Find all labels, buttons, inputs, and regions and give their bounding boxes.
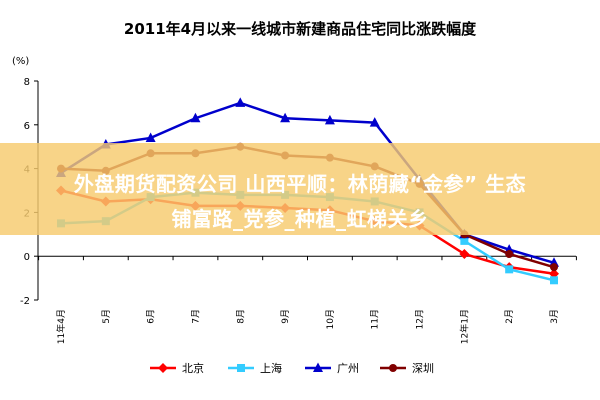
legend-label: 广州 (337, 362, 359, 375)
x-tick-label: 12年1月 (458, 309, 470, 344)
y-axis-label: (%) (12, 56, 29, 67)
data-point (324, 114, 335, 125)
data-point (505, 250, 514, 259)
y-tick-label: -2 (20, 296, 30, 307)
x-tick-label: 9月 (280, 309, 291, 324)
legend-label: 北京 (182, 361, 204, 375)
data-point (549, 268, 559, 279)
data-point (237, 364, 245, 372)
data-point (158, 363, 168, 373)
legend-label: 上海 (260, 361, 282, 375)
x-tick-label: 12月 (415, 309, 426, 329)
y-tick-label: 8 (24, 77, 30, 88)
legend-item: 广州 (305, 362, 359, 375)
data-point (369, 117, 380, 127)
watermark-text-line2: 铺富路_党参_种植_虹梯关乡 (171, 207, 429, 231)
y-tick-label: 0 (24, 252, 30, 263)
data-point (145, 132, 156, 142)
data-point (280, 112, 291, 123)
x-tick-label: 7月 (190, 309, 201, 324)
x-tick-label: 11年4月 (55, 309, 67, 344)
data-point (459, 249, 470, 260)
y-tick-label: 6 (24, 121, 30, 132)
data-point (550, 276, 558, 285)
x-tick-label: 3月 (549, 309, 560, 324)
data-point (550, 263, 558, 272)
x-tick-label: 10月 (325, 309, 336, 329)
x-tick-label: 11月 (370, 309, 381, 329)
watermark-text-line1: 外盘期货配资公司 山西平顺：林荫藏“金参” 生态 (73, 172, 527, 196)
x-tick-label: 5月 (101, 309, 112, 324)
x-tick-label: 2月 (504, 309, 515, 324)
x-tick-label: 8月 (235, 309, 246, 324)
data-point (313, 362, 323, 372)
legend-item: 上海 (228, 361, 282, 375)
data-point (190, 112, 201, 123)
watermark-band (0, 143, 600, 235)
legend-label: 深圳 (412, 362, 434, 375)
data-point (235, 97, 246, 107)
chart-title: 2011年4月以来一线城市新建商品住宅同比涨跌幅度 (124, 20, 477, 38)
legend-item: 深圳 (380, 362, 434, 375)
data-point (460, 236, 469, 245)
legend-item: 北京 (150, 361, 204, 375)
x-tick-label: 6月 (146, 309, 157, 324)
data-point (389, 364, 397, 372)
data-point (505, 265, 514, 274)
